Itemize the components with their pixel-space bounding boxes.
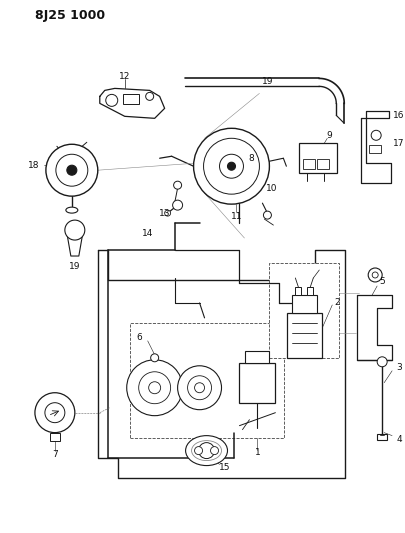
Circle shape	[106, 94, 118, 107]
Bar	[50, 433, 60, 441]
Circle shape	[165, 210, 171, 216]
Circle shape	[173, 200, 183, 210]
Circle shape	[45, 403, 65, 423]
Bar	[299, 143, 337, 173]
Text: 9: 9	[326, 131, 332, 140]
Text: 19: 19	[69, 262, 81, 271]
Text: 8J25 1000: 8J25 1000	[35, 9, 105, 22]
Bar	[123, 94, 139, 104]
Text: 13: 13	[159, 208, 171, 217]
Ellipse shape	[192, 441, 222, 461]
Bar	[369, 146, 381, 154]
Text: 11: 11	[231, 212, 242, 221]
Circle shape	[188, 376, 211, 400]
Circle shape	[198, 442, 215, 458]
Bar	[295, 287, 301, 295]
Text: 7: 7	[52, 450, 58, 459]
Bar	[292, 295, 317, 313]
Circle shape	[194, 447, 202, 455]
Text: 14: 14	[142, 229, 153, 238]
Circle shape	[228, 162, 235, 170]
Circle shape	[220, 154, 243, 178]
Bar	[130, 323, 284, 438]
Circle shape	[151, 354, 159, 362]
Text: 4: 4	[396, 435, 402, 444]
Text: 5: 5	[379, 278, 385, 286]
Circle shape	[368, 268, 382, 282]
Text: 6: 6	[137, 333, 143, 342]
Bar	[269, 263, 339, 358]
Circle shape	[194, 383, 205, 393]
Circle shape	[372, 272, 378, 278]
Circle shape	[149, 382, 161, 394]
Text: 2: 2	[335, 298, 340, 308]
Circle shape	[35, 393, 75, 433]
Text: 1: 1	[255, 448, 260, 457]
Circle shape	[178, 366, 222, 410]
Circle shape	[377, 357, 387, 367]
Circle shape	[65, 220, 85, 240]
Circle shape	[211, 447, 219, 455]
Text: 18: 18	[28, 161, 40, 169]
Circle shape	[174, 181, 181, 189]
Text: 17: 17	[393, 139, 405, 148]
Text: 10: 10	[266, 184, 277, 192]
Bar	[239, 363, 275, 403]
Text: 8: 8	[249, 154, 254, 163]
Circle shape	[194, 128, 269, 204]
Text: 15: 15	[219, 463, 230, 472]
Bar	[317, 159, 329, 169]
Circle shape	[127, 360, 183, 416]
Text: 19: 19	[262, 77, 273, 86]
Circle shape	[146, 92, 153, 100]
Ellipse shape	[66, 207, 78, 213]
Circle shape	[204, 138, 260, 194]
Bar	[245, 351, 269, 363]
Ellipse shape	[185, 435, 228, 465]
Bar	[288, 313, 322, 358]
Bar	[377, 434, 387, 440]
Circle shape	[263, 211, 271, 219]
Text: 12: 12	[119, 72, 130, 81]
Bar	[307, 287, 313, 295]
Bar	[303, 159, 315, 169]
Circle shape	[56, 154, 88, 186]
Circle shape	[67, 165, 77, 175]
Circle shape	[371, 130, 381, 140]
Text: 16: 16	[393, 111, 405, 120]
Circle shape	[139, 372, 171, 403]
Text: 3: 3	[396, 364, 402, 372]
Circle shape	[46, 144, 98, 196]
